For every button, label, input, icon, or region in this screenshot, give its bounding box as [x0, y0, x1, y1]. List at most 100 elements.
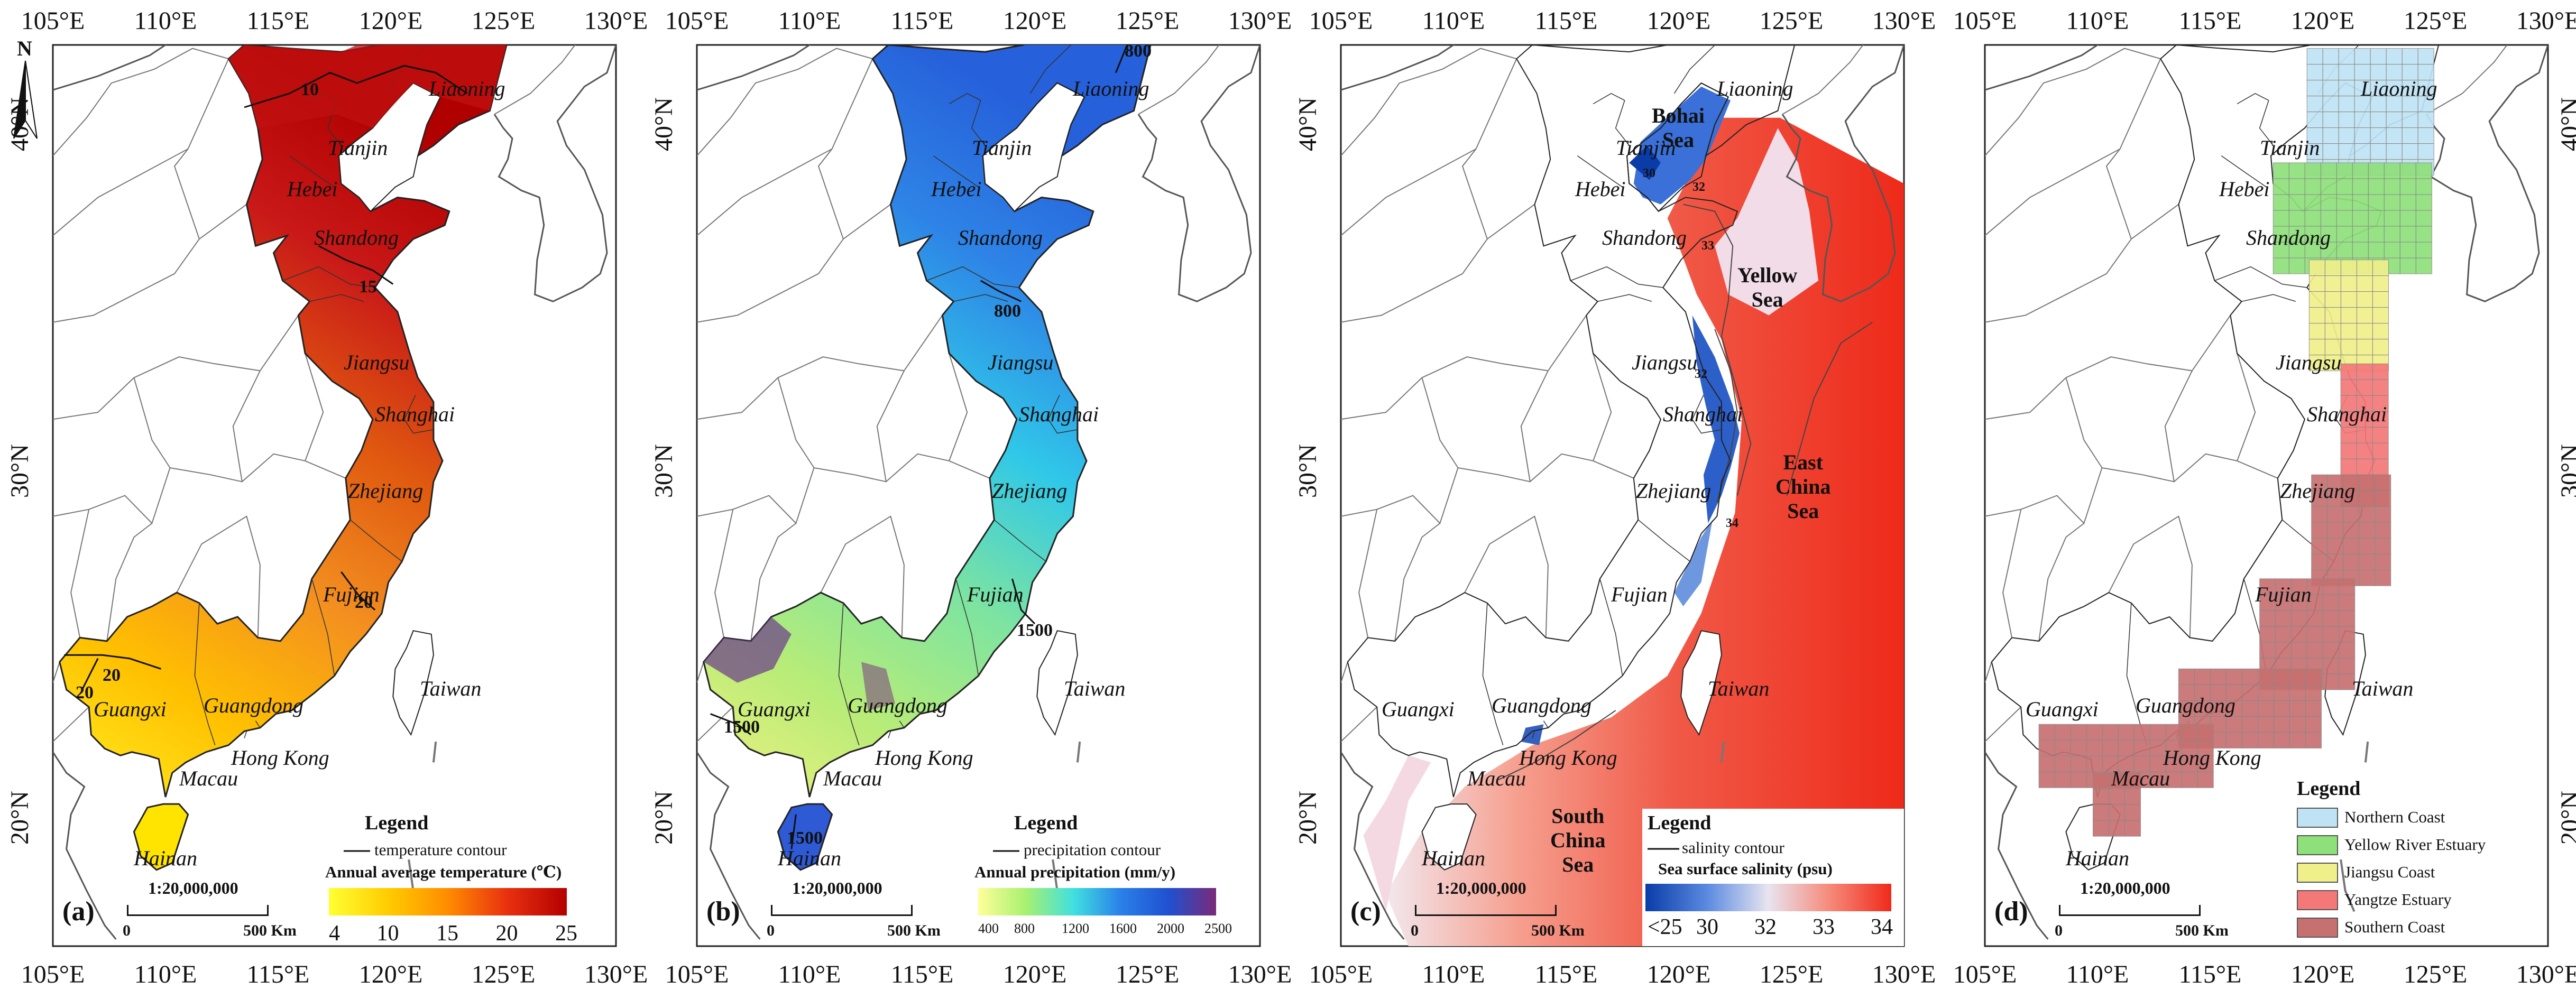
region-cell: [2308, 355, 2325, 372]
region-cell: [2322, 96, 2339, 113]
lon-tick-label: 115°E: [246, 960, 310, 988]
region-cell: [2304, 226, 2321, 243]
region-cell: [2327, 506, 2344, 523]
region-cell: [2339, 642, 2356, 659]
region-cell: [2372, 458, 2389, 475]
place-hebei: Hebei: [287, 177, 338, 201]
region-cell: [2338, 127, 2355, 144]
province-boundary: [993, 519, 1046, 562]
region-cell: [2375, 522, 2391, 539]
salinity-field: [1386, 117, 1904, 946]
lon-tick-label: 115°E: [1534, 7, 1598, 35]
korea-coast: [493, 45, 616, 302]
region-cell: [2375, 490, 2391, 507]
taiwan-island: [1680, 630, 1722, 736]
contour-value-label: 34: [1726, 516, 1738, 530]
place-taiwan: Taiwan: [2352, 677, 2414, 700]
philippines-coast: [2340, 859, 2356, 912]
region-cell: [2225, 684, 2242, 701]
region-cell: [2259, 610, 2276, 627]
map-svg: [13, 44, 617, 947]
region-cell: [2340, 307, 2357, 324]
province-boundary: [1673, 45, 1716, 94]
place-hebei: Hebei: [931, 177, 982, 201]
panel-label: (b): [706, 896, 740, 927]
ramp-tick-label: 30: [1696, 915, 1718, 939]
scale-end: 500 Km: [887, 922, 941, 939]
province-boundary: [1599, 578, 1623, 676]
legend-box: [1642, 809, 1904, 946]
region-cell: [2336, 194, 2353, 211]
region-cell: [2338, 112, 2355, 128]
region-cell: [2339, 594, 2356, 611]
ramp-tick-label: 2500: [1204, 921, 1232, 936]
country-border: [1985, 45, 2099, 91]
region-cell: [2340, 442, 2357, 459]
region-cell: [2086, 724, 2103, 741]
region-cell: [2308, 260, 2325, 276]
region-cell: [2273, 210, 2289, 227]
map-frame: [1984, 44, 2549, 947]
contour-value-label: 1500: [787, 828, 823, 848]
temperature-contour: [244, 64, 468, 108]
region-cell: [2305, 668, 2322, 685]
region-cell: [2354, 143, 2371, 160]
region-cell: [2241, 684, 2258, 701]
map-content: [697, 45, 1260, 940]
region-cell: [2273, 668, 2290, 685]
place-guangxi: Guangxi: [94, 697, 167, 721]
admin-boundary: [820, 515, 905, 638]
precipitation-contour: [1115, 45, 1128, 73]
admin-boundary: [714, 509, 734, 638]
region-cell: [2372, 260, 2389, 276]
vietnam-coast: [1985, 751, 2049, 940]
high-precip-region: [861, 662, 895, 711]
province-boundary: [888, 731, 891, 738]
contour-value-label: 20: [355, 593, 373, 612]
lon-tick-label: 110°E: [778, 7, 841, 35]
admin-boundary: [53, 204, 247, 323]
region-cell: [2311, 506, 2328, 523]
lon-tick-label: 110°E: [134, 960, 197, 988]
place-liaoning: Liaoning: [1717, 77, 1793, 100]
region-cell: [2054, 724, 2071, 741]
region-cell: [2359, 569, 2376, 586]
region-cell: [2288, 210, 2305, 227]
region-cell: [2399, 226, 2416, 243]
province-boundary: [933, 155, 979, 188]
region-cell: [2370, 80, 2387, 97]
vietnam-coast: [697, 751, 761, 940]
admin-boundary: [1985, 706, 2021, 742]
region-cell: [2415, 194, 2432, 211]
region-cell: [2273, 257, 2289, 274]
region-cell: [2352, 178, 2369, 195]
region-cell: [2118, 739, 2135, 756]
province-boundary: [1029, 45, 1072, 94]
admin-boundary: [697, 58, 873, 236]
region-cell: [2375, 474, 2391, 491]
scale-ratio: 1:20,000,000: [148, 878, 238, 898]
region-cell: [2305, 700, 2322, 717]
region-cell: [2273, 162, 2289, 179]
ramp-tick-label: 34: [1871, 915, 1893, 939]
lon-tick-label: 120°E: [2290, 960, 2355, 988]
place-jiangsu: Jiangsu: [2276, 350, 2342, 374]
place-fujian: Fujian: [2255, 582, 2312, 606]
region-cell: [2307, 610, 2324, 627]
province-boundary: [1482, 603, 1504, 745]
ramp-tick-label: 25: [555, 921, 577, 946]
region-cell: [2343, 553, 2360, 570]
lat-tick-label: 30°N: [1294, 444, 1322, 498]
lat-tick-label: 40°N: [650, 97, 678, 151]
admin-boundary: [305, 353, 324, 461]
lon-tick-label: 120°E: [1002, 7, 1067, 35]
region-cell: [2306, 48, 2323, 65]
panel-label: (a): [62, 896, 95, 927]
region-cell: [2306, 80, 2323, 97]
salinity-contour: [1498, 710, 1616, 781]
lon-tick-label: 115°E: [890, 960, 954, 988]
region-cell: [2356, 442, 2373, 459]
region-cell: [2288, 226, 2305, 243]
legend-swatch: [2297, 890, 2338, 910]
province-boundary: [1543, 720, 1549, 728]
